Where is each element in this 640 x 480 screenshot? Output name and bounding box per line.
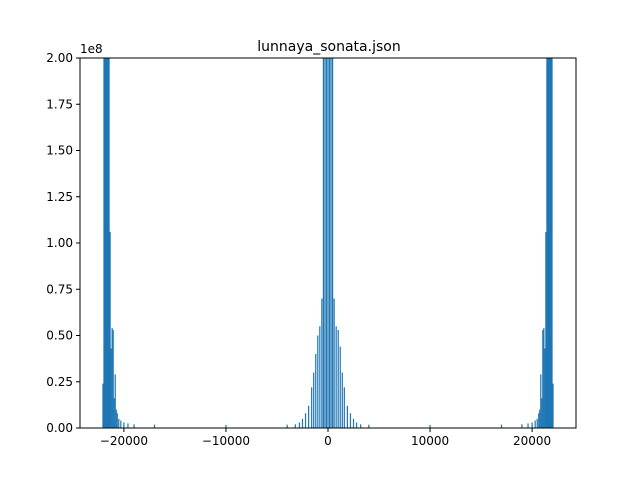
bar xyxy=(153,424,156,428)
bar xyxy=(547,58,549,428)
bar xyxy=(116,413,118,428)
y-tick-label: 1.50 xyxy=(46,144,73,158)
bar xyxy=(539,409,541,428)
bar xyxy=(341,372,343,428)
bar xyxy=(552,383,554,428)
bar xyxy=(548,58,550,428)
y-tick-label: 2.00 xyxy=(46,51,73,65)
bar xyxy=(527,423,529,429)
bar xyxy=(339,346,341,428)
bar xyxy=(335,326,337,428)
y-offset-label: 1e8 xyxy=(80,42,103,56)
bar xyxy=(531,422,533,428)
y-tick-label: 0.50 xyxy=(46,329,73,343)
bar xyxy=(542,329,544,428)
bar xyxy=(543,328,545,428)
bar xyxy=(324,58,326,428)
bar xyxy=(103,58,105,428)
bar xyxy=(308,405,310,428)
y-axis: 0.00 0.25 0.50 0.75 1.00 1.25 1.50 1.75 2.00 xyxy=(46,51,80,435)
bar xyxy=(500,424,503,428)
bar xyxy=(538,413,540,428)
bar xyxy=(337,329,339,428)
bar xyxy=(343,387,345,428)
bar xyxy=(304,413,307,428)
bar xyxy=(321,298,323,428)
bar xyxy=(536,418,538,428)
bar xyxy=(319,326,321,428)
bar xyxy=(330,58,332,428)
bar xyxy=(349,413,352,428)
bar xyxy=(521,424,523,428)
bar xyxy=(368,424,370,428)
y-tick-label: 1.25 xyxy=(46,190,73,204)
bar xyxy=(540,374,542,428)
x-tick-label: 20000 xyxy=(513,434,551,448)
bar xyxy=(301,418,304,428)
y-tick-label: 1.75 xyxy=(46,97,73,111)
x-tick-label: 10000 xyxy=(411,434,449,448)
y-tick-label: 1.00 xyxy=(46,236,73,250)
bar xyxy=(113,398,115,428)
bar xyxy=(286,424,288,428)
bar xyxy=(541,398,543,428)
bar xyxy=(328,58,331,428)
bar xyxy=(110,348,112,428)
bar xyxy=(133,424,135,428)
y-tick-label: 0.00 xyxy=(46,421,73,435)
bar xyxy=(294,424,296,428)
bar xyxy=(118,418,120,428)
bar xyxy=(429,424,431,428)
bar xyxy=(127,423,129,429)
bar xyxy=(112,329,114,428)
bar xyxy=(123,422,125,428)
bar xyxy=(549,58,551,428)
bar xyxy=(106,58,108,428)
bar xyxy=(346,405,348,428)
bar xyxy=(333,298,335,428)
bar xyxy=(360,424,362,428)
bar xyxy=(105,58,107,428)
x-tick-label: 0 xyxy=(324,434,332,448)
bar xyxy=(544,348,546,428)
bar xyxy=(546,58,548,428)
bar xyxy=(102,383,104,428)
bar xyxy=(331,58,334,428)
bar xyxy=(313,372,315,428)
bar xyxy=(355,422,358,428)
x-tick-label: −20000 xyxy=(100,434,148,448)
bar xyxy=(315,354,317,428)
bar xyxy=(298,422,301,428)
bar xyxy=(114,374,116,428)
bar xyxy=(322,58,325,428)
bar xyxy=(120,420,122,428)
y-tick-label: 0.25 xyxy=(46,375,73,389)
bar xyxy=(551,58,553,428)
bar xyxy=(327,58,329,428)
bar xyxy=(111,328,113,428)
chart-title: lunnaya_sonata.json xyxy=(257,39,400,55)
x-tick-label: −10000 xyxy=(202,434,250,448)
bar xyxy=(115,409,117,428)
bars-group xyxy=(102,58,554,429)
bar xyxy=(225,424,227,428)
bar xyxy=(108,58,110,428)
y-tick-label: 0.75 xyxy=(46,282,73,296)
bar xyxy=(109,231,111,428)
bar xyxy=(545,231,547,428)
bar xyxy=(104,58,106,428)
bar xyxy=(107,58,109,428)
bar xyxy=(534,420,536,428)
bar xyxy=(325,58,328,428)
x-axis: −20000 −10000 0 10000 20000 xyxy=(100,428,551,448)
bar xyxy=(550,58,552,428)
bar xyxy=(352,418,355,428)
bar xyxy=(317,335,319,428)
bar xyxy=(311,387,313,428)
